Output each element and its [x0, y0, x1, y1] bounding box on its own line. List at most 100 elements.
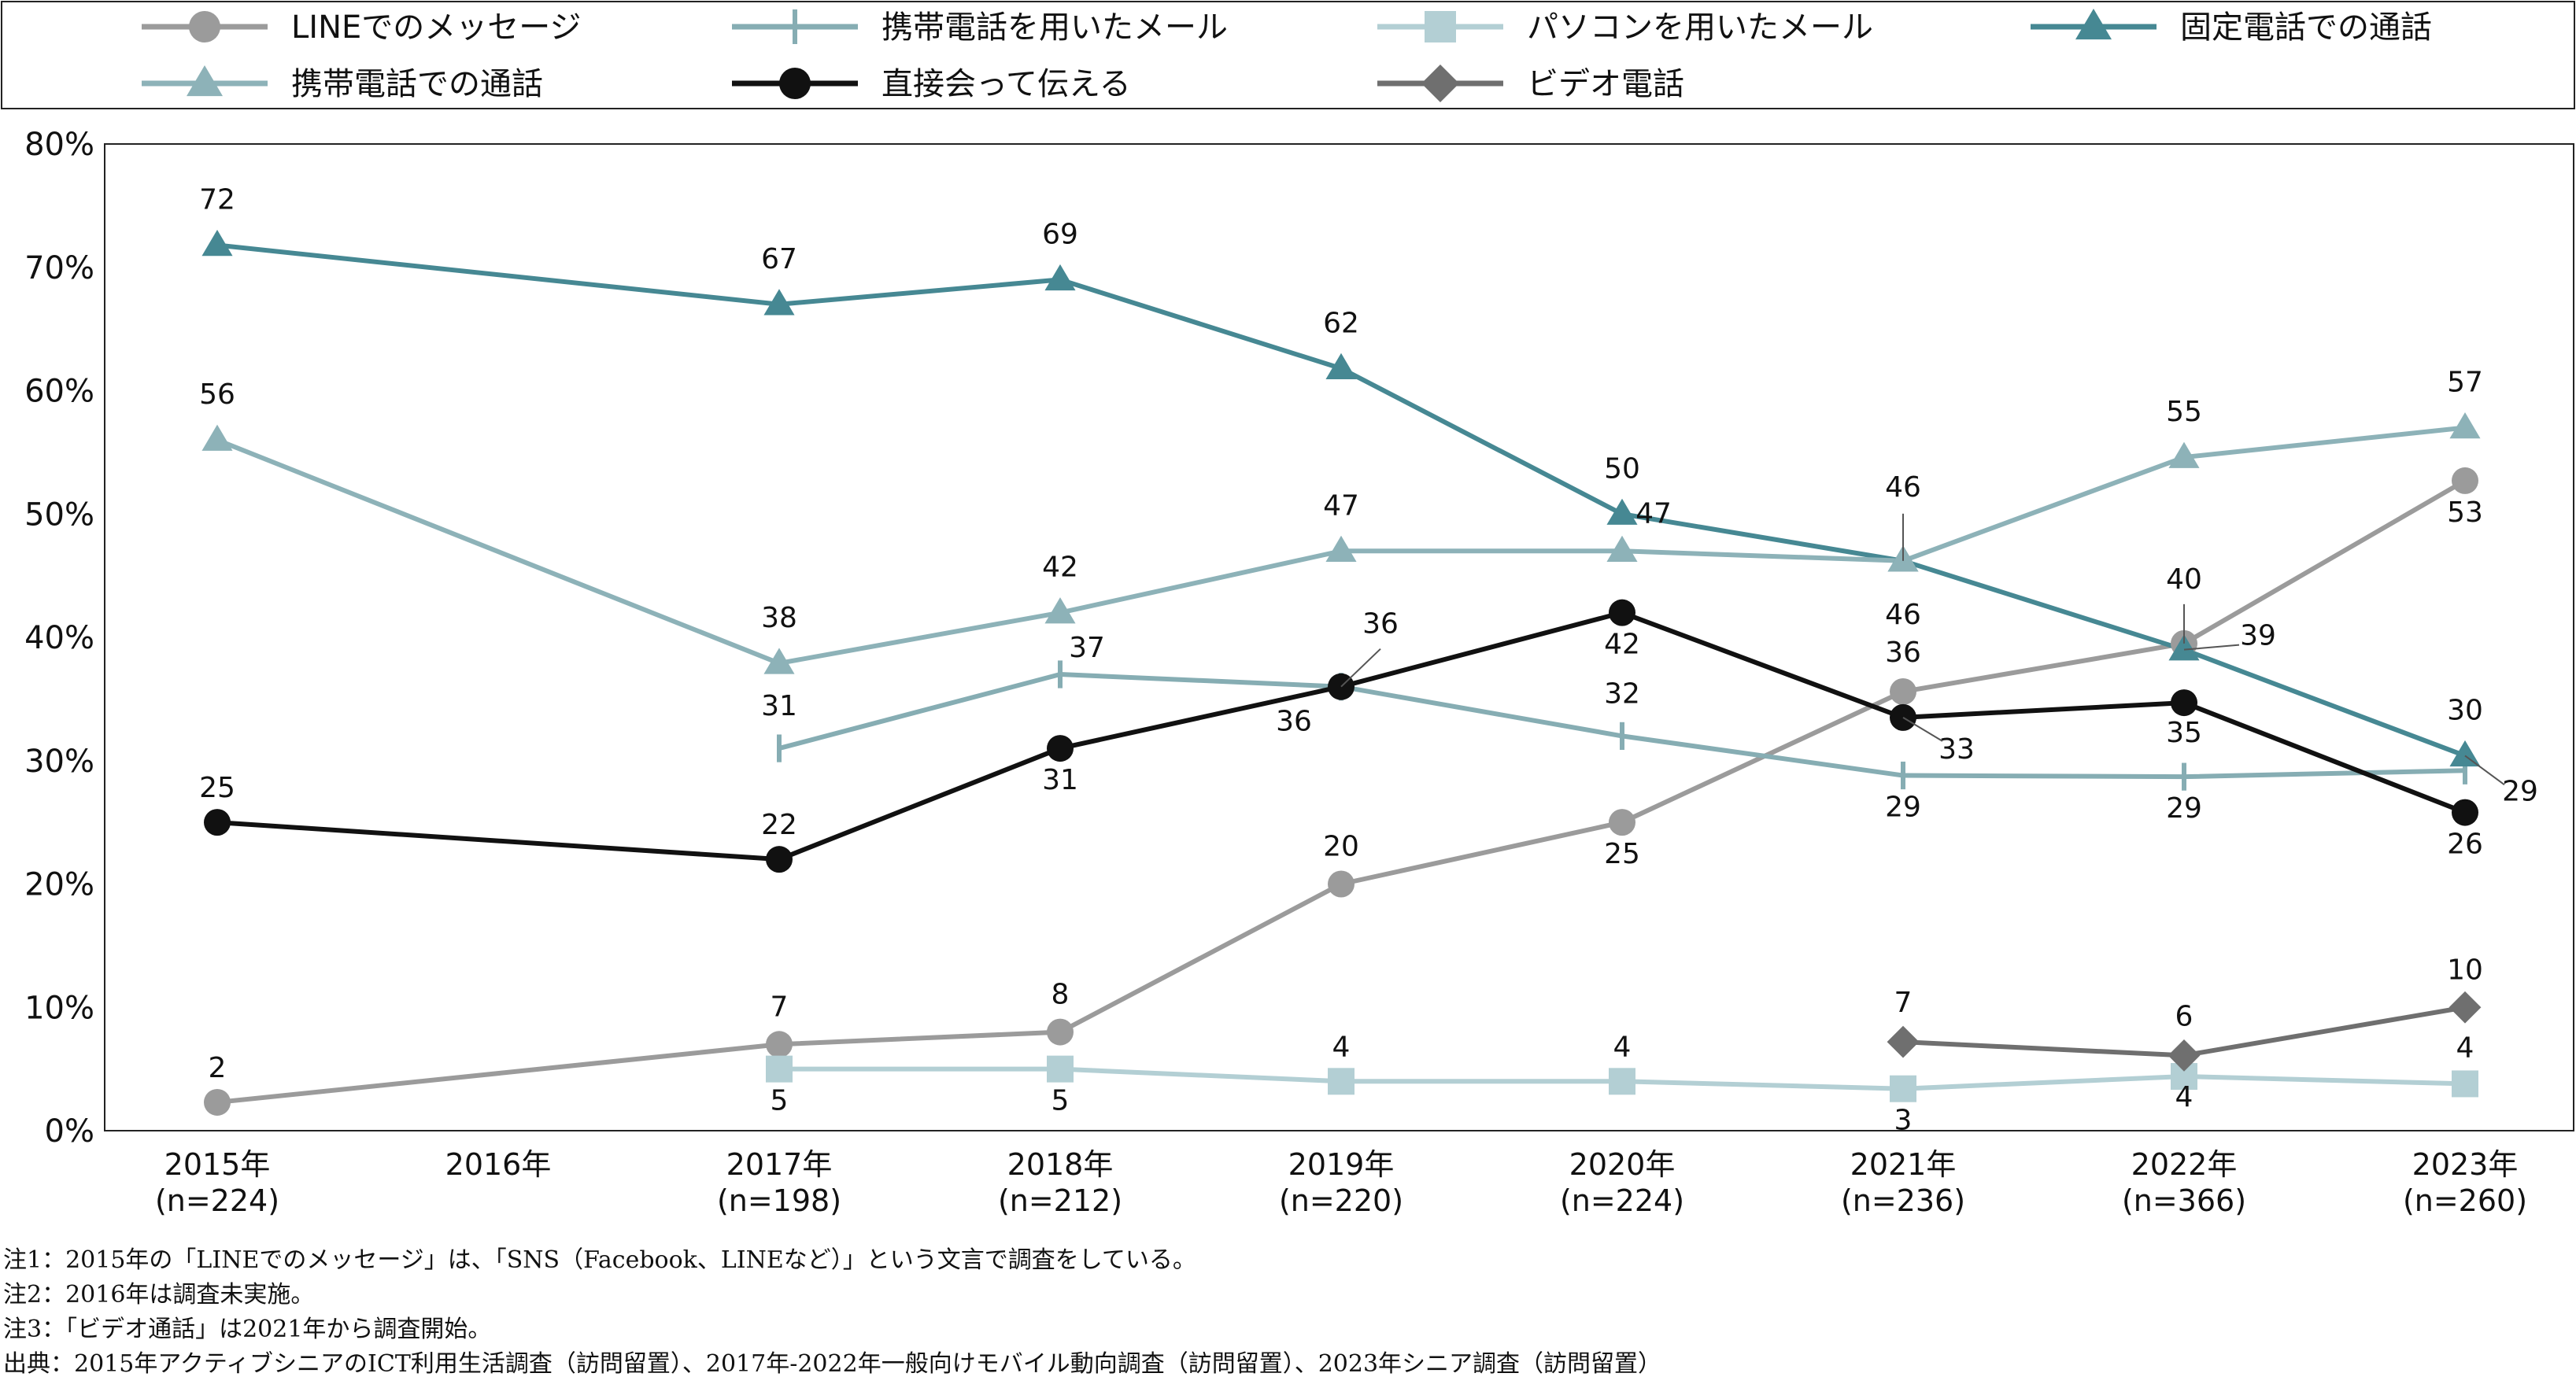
series-point [1609, 1068, 1635, 1095]
x-tick-label: 2017年 [726, 1147, 833, 1182]
series-point [766, 1031, 793, 1058]
data-label: 42 [1604, 629, 1640, 661]
x-tick-label: 2021年 [1850, 1147, 1957, 1182]
data-label: 2 [209, 1052, 227, 1084]
note-2: 注2：2016年は調査未実施。 [3, 1281, 315, 1309]
x-tick-sample-size: (n=260) [2403, 1183, 2527, 1218]
legend-marker [779, 68, 811, 99]
data-label: 5 [771, 1085, 789, 1117]
data-label: 35 [2166, 717, 2202, 749]
data-label: 33 [1938, 733, 1975, 766]
series-point [1606, 498, 1638, 525]
legend-marker [2075, 9, 2112, 40]
data-label: 39 [2240, 620, 2276, 652]
series-point [2168, 441, 2200, 468]
x-tick-label: 2020年 [1569, 1147, 1676, 1182]
series-point [1047, 1055, 1074, 1083]
data-label: 31 [1042, 764, 1078, 796]
series-point [2449, 412, 2481, 439]
series-point [2168, 634, 2200, 661]
data-label: 25 [1604, 838, 1640, 870]
plot-area [104, 143, 2574, 1131]
x-tick-label: 2022年 [2131, 1147, 2238, 1182]
data-label: 4 [2456, 1032, 2474, 1064]
legend-marker [1425, 11, 1456, 42]
note-3: 注3：「ビデオ通話」は2021年から調査開始。 [3, 1316, 492, 1343]
series-point [2452, 799, 2478, 826]
series-point [204, 809, 231, 836]
data-label: 42 [1042, 552, 1078, 584]
data-label: 31 [761, 690, 797, 722]
data-label: 22 [761, 809, 797, 841]
data-label: 72 [199, 184, 235, 216]
data-label: 40 [2166, 563, 2202, 596]
data-label: 4 [2175, 1081, 2193, 1113]
legend-label: 携帯電話を用いたメール [881, 9, 1228, 46]
series-point [1890, 677, 1916, 705]
y-tick-label: 70% [24, 250, 94, 286]
series-line [216, 610, 2467, 862]
x-tick-sample-size: (n=366) [2122, 1183, 2246, 1218]
data-label: 7 [1894, 987, 1913, 1019]
series-point [2168, 1039, 2201, 1072]
data-label: 56 [199, 378, 235, 411]
legend-marker [1421, 65, 1459, 102]
legend-label: LINEでのメッセージ [291, 9, 581, 46]
data-label: 36 [1362, 608, 1399, 640]
legend-label: 固定電話での通話 [2180, 9, 2432, 46]
series-point [1328, 1068, 1355, 1095]
series-point [1325, 535, 1357, 562]
legend: LINEでのメッセージ 携帯電話を用いたメール パソコンを用いたメール 固定電話での通… [142, 9, 2432, 102]
series-markers [201, 229, 2482, 1116]
series-point [1606, 535, 1638, 562]
x-tick-sample-size: (n=198) [717, 1183, 841, 1218]
label-leader-line [2183, 644, 2240, 651]
series-point [1609, 809, 1635, 836]
note-1: 注1：2015年の「LINEでのメッセージ」は、「SNS（Facebook、LI… [3, 1246, 1196, 1274]
x-tick-sample-size: (n=224) [1560, 1183, 1684, 1218]
y-tick-label: 0% [45, 1113, 94, 1150]
x-tick-label: 2023年 [2412, 1147, 2519, 1182]
y-tick-label: 80% [24, 127, 94, 163]
data-label: 30 [2447, 694, 2483, 726]
data-label: 29 [2502, 775, 2538, 807]
y-axis: 0% 10% 20% 30% 40% 50% 60% 70% 80% [24, 127, 94, 1150]
data-label: 36 [1885, 637, 1921, 669]
data-label: 4 [1613, 1031, 1632, 1063]
label-leader-line [1340, 648, 1381, 688]
x-tick-sample-size: (n=236) [1841, 1183, 1965, 1218]
data-label: 46 [1885, 599, 1921, 631]
series-point [1890, 1075, 1916, 1102]
y-tick-label: 30% [24, 744, 94, 780]
series-point [1044, 597, 1076, 624]
data-label: 5 [1051, 1085, 1070, 1117]
data-label: 47 [1635, 497, 1672, 530]
series-point [1047, 1018, 1074, 1046]
y-tick-label: 10% [24, 990, 94, 1026]
series-point [2452, 467, 2478, 494]
x-tick-sample-size: (n=224) [155, 1183, 279, 1218]
data-label: 62 [1323, 307, 1359, 339]
data-label: 55 [2166, 396, 2202, 428]
data-label: 29 [2166, 792, 2202, 825]
series-point [2448, 991, 2482, 1024]
data-label: 32 [1604, 677, 1640, 710]
series-point [2171, 689, 2197, 717]
series-point [763, 289, 795, 316]
series-point [1325, 353, 1357, 379]
series-point [201, 424, 233, 451]
x-tick-label: 2019年 [1288, 1147, 1395, 1182]
series-point [1328, 870, 1355, 898]
data-label: 69 [1042, 218, 1078, 250]
data-label: 8 [1051, 979, 1070, 1011]
legend-label: パソコンを用いたメール [1527, 9, 1873, 46]
source-note: 出典：2015年アクティブシニアのICT利用生活調査（訪問留置）、2017年-2… [3, 1350, 1662, 1378]
chart-notes: 注1：2015年の「LINEでのメッセージ」は、「SNS（Facebook、LI… [3, 1243, 1661, 1382]
data-label: 7 [771, 991, 789, 1023]
series-line [216, 425, 2466, 666]
data-label: 37 [1069, 632, 1105, 664]
y-tick-label: 50% [24, 496, 94, 533]
data-label: 50 [1604, 452, 1640, 485]
series-point [1047, 735, 1074, 762]
data-label: 53 [2447, 496, 2483, 529]
